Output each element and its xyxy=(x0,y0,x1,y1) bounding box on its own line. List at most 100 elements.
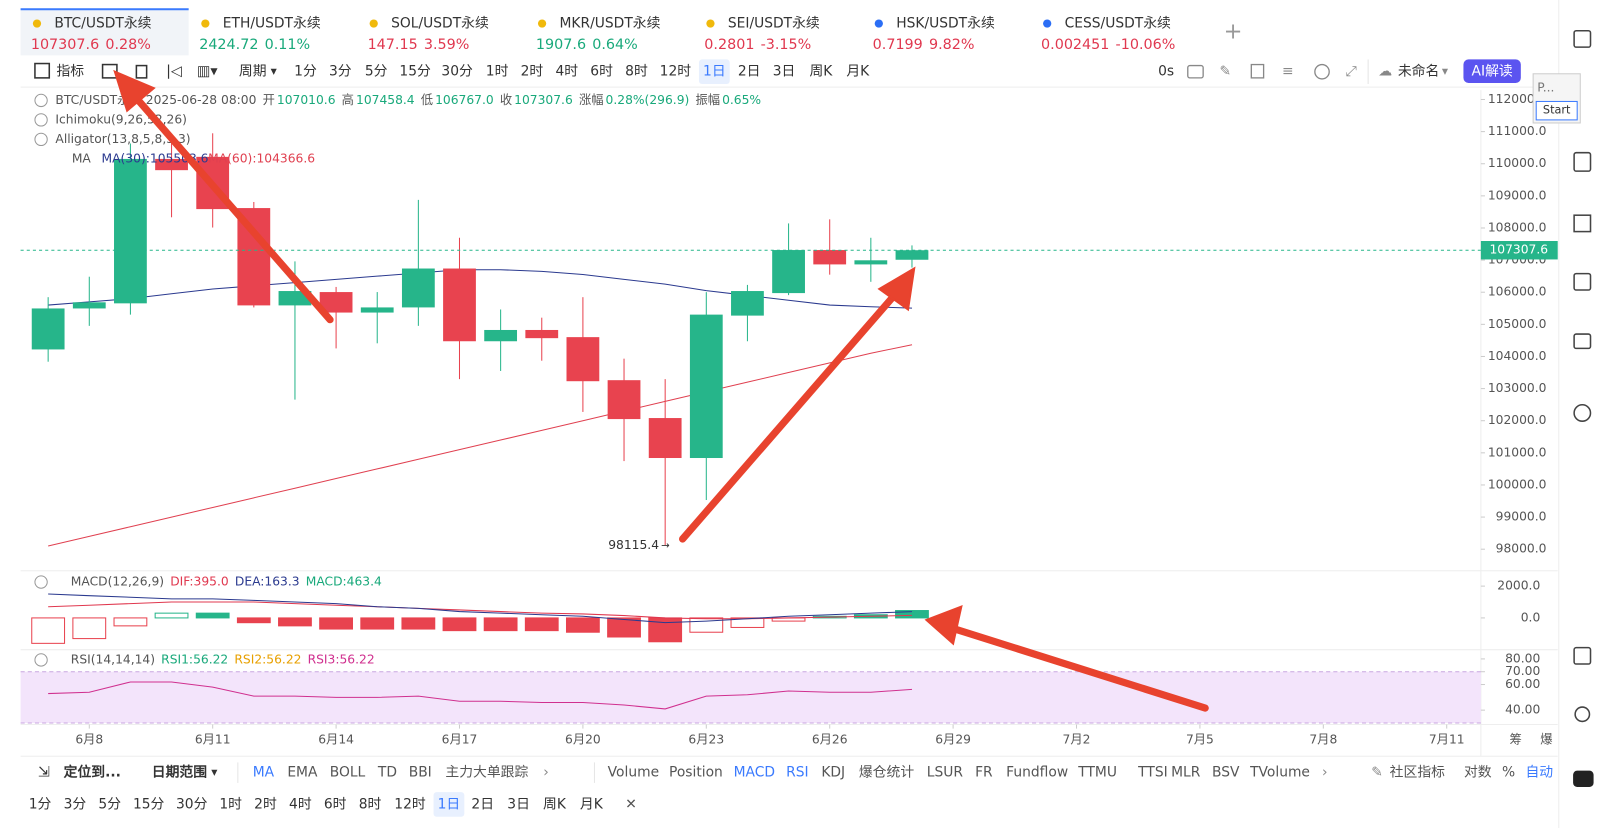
interval-button[interactable]: 6时 xyxy=(590,64,613,80)
interval-button[interactable]: 3分 xyxy=(329,64,352,80)
replay-icon[interactable]: |◁ xyxy=(166,64,182,80)
bottom-interval[interactable]: 3分 xyxy=(64,796,87,812)
sidebar-icon[interactable] xyxy=(1573,29,1592,48)
sidebar-icon[interactable] xyxy=(1573,404,1592,422)
tab-symbol[interactable]: CESS/USDT永续 xyxy=(1065,16,1171,32)
bottom-interval[interactable]: 周K xyxy=(543,796,567,812)
interval-button[interactable]: 月K xyxy=(846,64,870,80)
bottom-interval[interactable]: 4时 xyxy=(289,796,312,812)
chart-option[interactable]: 自动 xyxy=(1525,765,1553,781)
bottom-interval[interactable]: 30分 xyxy=(176,796,208,812)
ai-button[interactable]: AI解读 xyxy=(1472,64,1513,80)
tab-change[interactable]: 0.28% xyxy=(105,37,151,53)
indicator-icon[interactable] xyxy=(34,62,51,79)
collapse-icon[interactable] xyxy=(34,132,48,147)
bottom-interval[interactable]: 15分 xyxy=(133,796,165,812)
close-bottom[interactable]: ✕ xyxy=(625,796,637,812)
sidebar-icon[interactable] xyxy=(1573,333,1592,350)
period-caret[interactable]: ▾ xyxy=(271,64,278,78)
interval-button[interactable]: 15分 xyxy=(399,64,431,80)
sub-indicator[interactable]: MLR xyxy=(1171,765,1201,781)
main-indicator[interactable]: TD xyxy=(377,765,397,781)
sub-indicator[interactable]: 爆仓统计 xyxy=(859,765,914,781)
sub-indicator[interactable]: RSI xyxy=(786,765,808,781)
tab-price[interactable]: 2424.72 xyxy=(199,37,258,53)
interval-button[interactable]: 8时 xyxy=(625,64,648,80)
interval-button[interactable]: 2日 xyxy=(738,64,761,80)
bottom-interval[interactable]: 5分 xyxy=(98,796,121,812)
tab-price[interactable]: 0.002451 xyxy=(1041,37,1109,53)
sub-indicator[interactable]: TTSI xyxy=(1137,765,1168,781)
sidebar-icon[interactable] xyxy=(1573,214,1592,233)
layout-icon[interactable] xyxy=(135,64,148,79)
chart-option[interactable]: 对数 xyxy=(1464,765,1492,781)
template-icon[interactable] xyxy=(1250,63,1265,79)
bottom-interval[interactable]: 1日 xyxy=(438,796,461,812)
date-range-button[interactable]: 日期范围 xyxy=(152,764,207,781)
collapse-icon[interactable] xyxy=(34,653,48,667)
main-more[interactable]: › xyxy=(543,765,549,781)
date-range-caret[interactable]: ▾ xyxy=(211,765,218,779)
ai-button-bg[interactable] xyxy=(1463,59,1521,84)
camera-icon[interactable] xyxy=(1187,64,1204,79)
sub-indicator[interactable]: Position xyxy=(669,765,723,781)
interval-button[interactable]: 1时 xyxy=(486,64,509,80)
main-indicator[interactable]: BOLL xyxy=(330,765,366,781)
sidebar-icon[interactable] xyxy=(1573,646,1592,665)
interval-button[interactable]: 5分 xyxy=(365,64,388,80)
sub-indicator[interactable]: Fundflow xyxy=(1006,765,1068,781)
community-button[interactable]: 社区指标 xyxy=(1390,765,1445,781)
sub-indicator[interactable]: FR xyxy=(975,765,993,781)
add-tab[interactable]: + xyxy=(1224,18,1243,44)
sub-indicator[interactable]: TVolume xyxy=(1249,765,1310,781)
robot-icon[interactable] xyxy=(1573,770,1594,788)
settings-icon[interactable] xyxy=(1314,63,1330,80)
tab-price[interactable]: 0.2801 xyxy=(704,37,754,53)
sub-indicator[interactable]: TTMU xyxy=(1077,765,1117,781)
interval-button[interactable]: 1日 xyxy=(703,64,726,80)
main-indicator[interactable]: 主力大单跟踪 xyxy=(445,765,528,781)
collapse-icon[interactable] xyxy=(34,575,48,589)
locate-button[interactable]: 定位到... xyxy=(64,764,121,781)
sub-indicator[interactable]: LSUR xyxy=(927,765,964,781)
tab-price[interactable]: 1907.6 xyxy=(536,37,586,53)
interval-button[interactable]: 1分 xyxy=(294,64,317,80)
tab-symbol[interactable]: SEI/USDT永续 xyxy=(728,16,820,32)
cloud-icon[interactable]: ☁ xyxy=(1378,64,1392,80)
draw-icon[interactable]: ✎ xyxy=(1220,64,1232,80)
popup-button-bg[interactable] xyxy=(1535,100,1578,121)
sub-indicator[interactable]: MACD xyxy=(734,765,775,781)
bottom-interval[interactable]: 2日 xyxy=(471,796,494,812)
bottom-interval[interactable]: 12时 xyxy=(394,796,426,812)
interval-button[interactable]: 2时 xyxy=(521,64,544,80)
main-indicator[interactable]: BBI xyxy=(409,765,432,781)
bottom-interval[interactable]: 2时 xyxy=(254,796,277,812)
tab-price[interactable]: 0.7199 xyxy=(873,37,923,53)
layout-caret[interactable]: ▾ xyxy=(1442,64,1449,78)
tab-change[interactable]: -3.15% xyxy=(761,37,812,53)
community-icon[interactable]: ✎ xyxy=(1371,765,1383,781)
collapse-icon[interactable] xyxy=(34,93,48,108)
fullscreen-icon[interactable]: ⤢ xyxy=(1346,64,1357,80)
chart-option[interactable]: % xyxy=(1502,765,1515,781)
period-button[interactable]: 周期 xyxy=(239,64,267,80)
tab-change[interactable]: 9.82% xyxy=(929,37,975,53)
main-indicator[interactable]: EMA xyxy=(287,765,318,781)
sidebar-icon[interactable] xyxy=(1573,272,1592,291)
collapse-icon[interactable] xyxy=(34,113,48,127)
sub-indicator[interactable]: KDJ xyxy=(821,765,845,781)
tab-change[interactable]: 3.59% xyxy=(424,37,470,53)
sidebar-icon[interactable] xyxy=(1574,706,1591,723)
calendar-icon[interactable] xyxy=(101,63,118,79)
bottom-interval[interactable]: 8时 xyxy=(359,796,382,812)
tab-change[interactable]: 0.64% xyxy=(592,37,638,53)
candle-type-icon[interactable]: ▥▾ xyxy=(197,64,219,80)
interval-button[interactable]: 12时 xyxy=(660,64,692,80)
bottom-interval[interactable]: 1分 xyxy=(29,796,52,812)
bottom-interval[interactable]: 1时 xyxy=(219,796,242,812)
bottom-interval[interactable]: 3日 xyxy=(507,796,530,812)
interval-button[interactable]: 30分 xyxy=(441,64,473,80)
interval-button[interactable]: 4时 xyxy=(555,64,578,80)
tab-symbol[interactable]: MKR/USDT永续 xyxy=(560,16,661,32)
interval-button[interactable]: 周K xyxy=(809,64,833,80)
